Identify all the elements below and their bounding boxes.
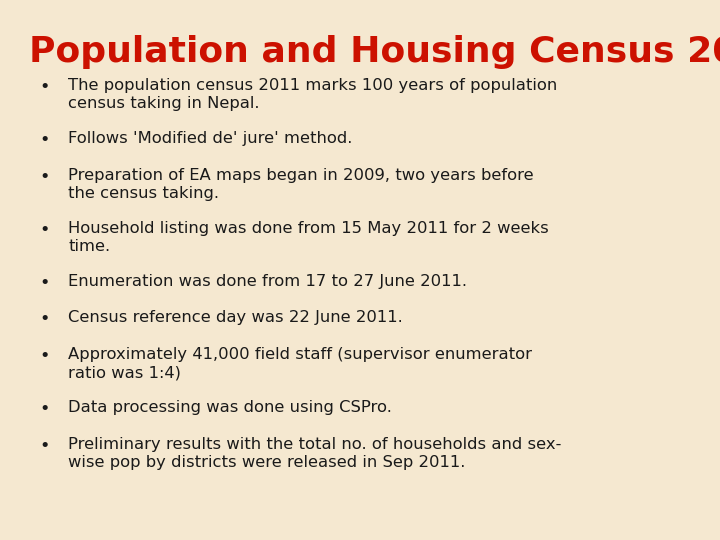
Text: •: • (40, 400, 50, 418)
Text: Preparation of EA maps began in 2009, two years before
the census taking.: Preparation of EA maps began in 2009, tw… (68, 168, 534, 201)
Text: •: • (40, 131, 50, 149)
Text: •: • (40, 78, 50, 96)
Text: Follows 'Modified de' jure' method.: Follows 'Modified de' jure' method. (68, 131, 353, 146)
Text: •: • (40, 437, 50, 455)
Text: Data processing was done using CSPro.: Data processing was done using CSPro. (68, 400, 392, 415)
Text: •: • (40, 274, 50, 292)
Text: Household listing was done from 15 May 2011 for 2 weeks
time.: Household listing was done from 15 May 2… (68, 221, 549, 254)
Text: •: • (40, 168, 50, 186)
Text: •: • (40, 221, 50, 239)
Text: •: • (40, 347, 50, 365)
Text: Enumeration was done from 17 to 27 June 2011.: Enumeration was done from 17 to 27 June … (68, 274, 467, 289)
Text: Population and Housing Census 2011: Population and Housing Census 2011 (29, 35, 720, 69)
Text: Census reference day was 22 June 2011.: Census reference day was 22 June 2011. (68, 310, 403, 326)
Text: Approximately 41,000 field staff (supervisor enumerator
ratio was 1:4): Approximately 41,000 field staff (superv… (68, 347, 532, 380)
Text: Preliminary results with the total no. of households and sex-
wise pop by distri: Preliminary results with the total no. o… (68, 437, 562, 470)
Text: •: • (40, 310, 50, 328)
Text: The population census 2011 marks 100 years of population
census taking in Nepal.: The population census 2011 marks 100 yea… (68, 78, 558, 111)
